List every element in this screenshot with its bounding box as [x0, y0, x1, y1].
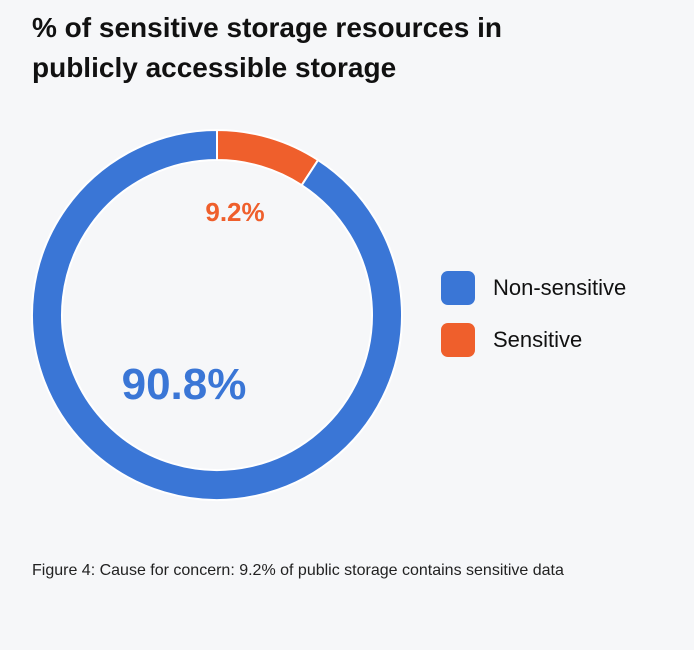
- legend-item-non-sensitive: Non-sensitive: [441, 270, 626, 306]
- chart-title: % of sensitive storage resources in publ…: [32, 12, 502, 83]
- legend-item-sensitive: Sensitive: [441, 322, 626, 358]
- chart-legend: Non-sensitive Sensitive: [441, 270, 626, 374]
- legend-swatch-non-sensitive: [441, 271, 475, 305]
- legend-label-non-sensitive: Non-sensitive: [493, 275, 627, 300]
- donut-slices: [31, 128, 403, 501]
- legend-swatch-sensitive: [441, 323, 475, 357]
- legend-label-sensitive: Sensitive: [493, 327, 583, 352]
- donut-slice-sensitive: [216, 128, 320, 187]
- donut-slice-non-sensitive: [31, 128, 403, 501]
- data-label-non-sensitive: 90.8%: [122, 360, 247, 409]
- data-label-sensitive: 9.2%: [205, 197, 264, 227]
- figure-caption: Figure 4: Cause for concern: 9.2% of pub…: [32, 562, 564, 579]
